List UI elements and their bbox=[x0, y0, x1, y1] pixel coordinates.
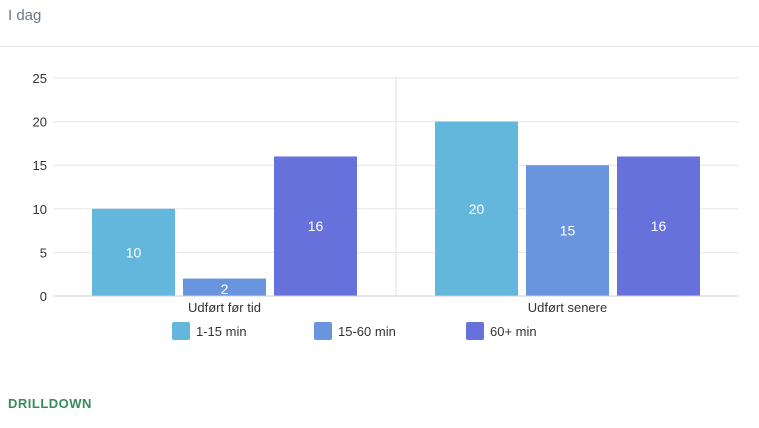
bar-chart: 0 5 10 15 20 25 10 2 16 Udført før tid 20 15 16 Udfør… bbox=[0, 60, 759, 360]
y-tick-label: 10 bbox=[33, 202, 47, 217]
bar-data-label: 16 bbox=[308, 218, 324, 234]
x-category-label: Udført før tid bbox=[188, 300, 261, 315]
card-header: I dag bbox=[0, 0, 759, 47]
legend-swatch bbox=[314, 322, 332, 340]
period-subtitle: I dag bbox=[8, 7, 42, 24]
x-category-label: Udført senere bbox=[528, 300, 607, 315]
legend-swatch bbox=[466, 322, 484, 340]
bar bbox=[92, 208, 175, 296]
legend-label: 1-15 min bbox=[196, 324, 247, 339]
legend-label: 15-60 min bbox=[338, 324, 396, 339]
y-tick-label: 0 bbox=[40, 289, 47, 304]
bar bbox=[617, 156, 700, 296]
y-tick-label: 15 bbox=[33, 158, 47, 173]
bar bbox=[274, 156, 357, 296]
legend-swatch bbox=[172, 322, 190, 340]
bar-data-label: 15 bbox=[560, 223, 576, 239]
bar bbox=[435, 121, 518, 296]
bar-data-label: 2 bbox=[221, 281, 229, 297]
bar-chart-svg: 0 5 10 15 20 25 10 2 16 Udført før tid 20 15 16 Udfør… bbox=[33, 71, 739, 340]
bar bbox=[526, 165, 609, 296]
y-tick-label: 25 bbox=[33, 71, 47, 86]
drilldown-button[interactable]: DRILLDOWN bbox=[8, 396, 92, 411]
legend-label: 60+ min bbox=[490, 324, 537, 339]
bar-data-label: 10 bbox=[126, 244, 142, 260]
bar bbox=[183, 278, 266, 296]
bar-data-label: 20 bbox=[469, 201, 485, 217]
y-tick-label: 5 bbox=[40, 245, 47, 260]
bar-data-label: 16 bbox=[651, 218, 667, 234]
y-tick-label: 20 bbox=[33, 115, 47, 130]
